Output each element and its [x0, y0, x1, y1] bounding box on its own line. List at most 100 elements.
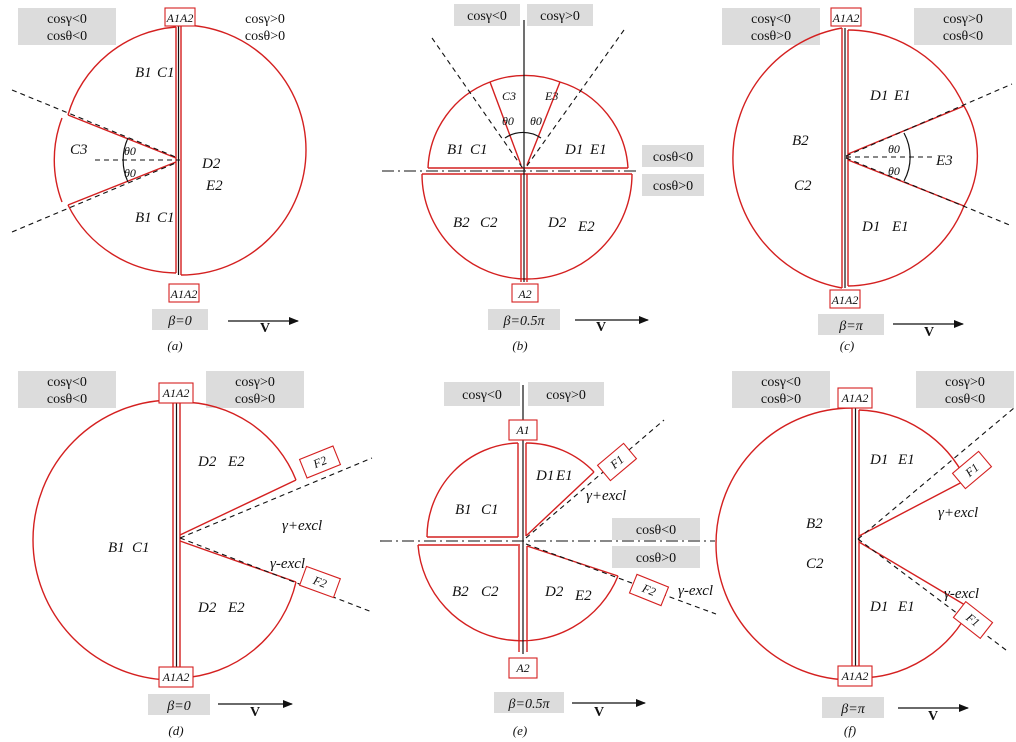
condition-box-right [914, 8, 1012, 45]
marker-label: F2 [310, 453, 329, 471]
condition-box-left [722, 8, 820, 45]
condition-box [612, 518, 700, 540]
panel-caption: (b) [512, 338, 527, 353]
condition-label: cosγ<0 [751, 12, 791, 27]
angle-label: θ0 [124, 166, 136, 180]
sector-boundary [858, 541, 971, 609]
angle-label: θ0 [888, 164, 900, 178]
region-label: B1 [455, 502, 472, 518]
upper-right-arc-boundary [179, 401, 297, 481]
region-label: D2 [197, 600, 217, 616]
beta-label: β=0.5π [503, 314, 546, 329]
angle-label: θ0 [530, 114, 542, 128]
region-label: E2 [577, 219, 595, 235]
left-semicircle-boundary [715, 407, 853, 681]
gamma-label: γ-excl [678, 583, 713, 599]
gamma-label: γ-excl [944, 586, 979, 602]
condition-label: cosθ>0 [653, 179, 693, 194]
sector-boundary [179, 479, 297, 536]
condition-box [642, 174, 704, 196]
sector-boundary [526, 81, 561, 166]
beta-box [148, 694, 210, 715]
condition-label: cosγ>0 [245, 12, 285, 27]
marker-box [508, 419, 538, 441]
region-label: C1 [157, 65, 175, 81]
condition-label: cosγ<0 [47, 12, 87, 27]
condition-label: cosγ<0 [462, 388, 502, 403]
region-label: B1 [108, 540, 125, 556]
panel-caption: (f) [844, 723, 856, 738]
marker-box [837, 387, 873, 409]
dashed-ray [179, 537, 373, 613]
sector-boundary [489, 81, 522, 166]
velocity-label: V [594, 705, 604, 720]
dashed-ray [857, 407, 1015, 540]
condition-label: cosθ>0 [751, 29, 791, 44]
condition-label: cosθ>0 [245, 29, 285, 44]
panel-c: cosγ<0 cosθ>0 cosγ>0 cosθ<0 B2 C2 D1 E1 … [722, 7, 1013, 353]
beta-box [494, 692, 564, 713]
sector-boundary [525, 471, 595, 537]
wake-arc-boundary [963, 105, 979, 207]
region-label: D1 [869, 88, 888, 104]
panel-caption: (e) [513, 723, 527, 738]
condition-label: cosθ<0 [47, 29, 87, 44]
dashed-ray [179, 457, 373, 539]
region-label: E1 [589, 142, 607, 158]
sector-boundary [67, 161, 177, 206]
panel-caption: (d) [168, 723, 183, 738]
region-label: D2 [547, 215, 567, 231]
beta-label: β=0.5π [508, 697, 551, 712]
upper-left-arc-boundary [426, 442, 519, 538]
velocity-label: V [250, 705, 260, 720]
region-label: B2 [453, 215, 470, 231]
condition-label: cosθ>0 [761, 392, 801, 407]
condition-box-right [206, 371, 304, 408]
region-label: C3 [502, 89, 516, 103]
condition-box-left [18, 8, 116, 45]
dashed-ray [845, 157, 1013, 227]
lower-right-arc-boundary [179, 581, 297, 679]
panel-b: cosγ<0 cosγ>0 cosθ<0 cosθ>0 C3 E3 B1 C1 … [382, 4, 704, 353]
marker-label: A1A2 [841, 391, 869, 405]
condition-label: cosθ>0 [636, 551, 676, 566]
panel-caption: (a) [167, 338, 182, 353]
region-label: D1 [869, 599, 888, 615]
marker-box [508, 657, 538, 679]
wake-arc-boundary [489, 74, 561, 83]
marker-box [164, 7, 196, 27]
marker-label: F2 [310, 573, 328, 591]
marker-label: A1A2 [170, 287, 198, 301]
beta-box [152, 309, 208, 330]
region-label: B1 [135, 65, 152, 81]
panel-a: cosγ<0 cosθ<0 cosγ>0 cosθ>0 B1 C1 C3 B1 … [11, 7, 307, 353]
angle-label: θ0 [502, 114, 514, 128]
sector-boundary [858, 479, 967, 537]
upper-left-arc-boundary [67, 26, 177, 116]
dashed-ray [11, 161, 179, 233]
region-label: C1 [481, 502, 499, 518]
panel-f: cosγ<0 cosθ>0 cosγ>0 cosθ<0 B2 C2 D1 E1 … [715, 371, 1015, 738]
beta-box [818, 314, 884, 335]
region-label: E3 [935, 153, 953, 169]
region-label: E2 [574, 588, 592, 604]
region-label: B1 [447, 142, 464, 158]
marker-box [830, 7, 862, 27]
region-label: D1 [564, 142, 583, 158]
region-label: D1 [535, 468, 554, 484]
region-label: E1 [897, 599, 915, 615]
angle-arc [903, 132, 911, 182]
marker-label: A1A2 [162, 670, 190, 684]
gamma-label: γ+excl [586, 488, 626, 504]
marker-box [952, 600, 994, 640]
beta-box [488, 309, 560, 330]
condition-box-right [916, 371, 1014, 408]
left-semicircle-boundary [732, 27, 843, 289]
condition-label: cosγ>0 [540, 9, 580, 24]
marker-label: A1 [515, 423, 529, 437]
condition-box [454, 4, 520, 26]
panel-d: cosγ<0 cosθ<0 cosγ>0 cosθ>0 B1 C1 D2 E2 … [18, 371, 373, 738]
condition-box [527, 4, 593, 26]
panel-e: cosγ<0 cosγ>0 cosθ<0 cosθ>0 B1 C1 D1 E1 … [380, 382, 717, 738]
